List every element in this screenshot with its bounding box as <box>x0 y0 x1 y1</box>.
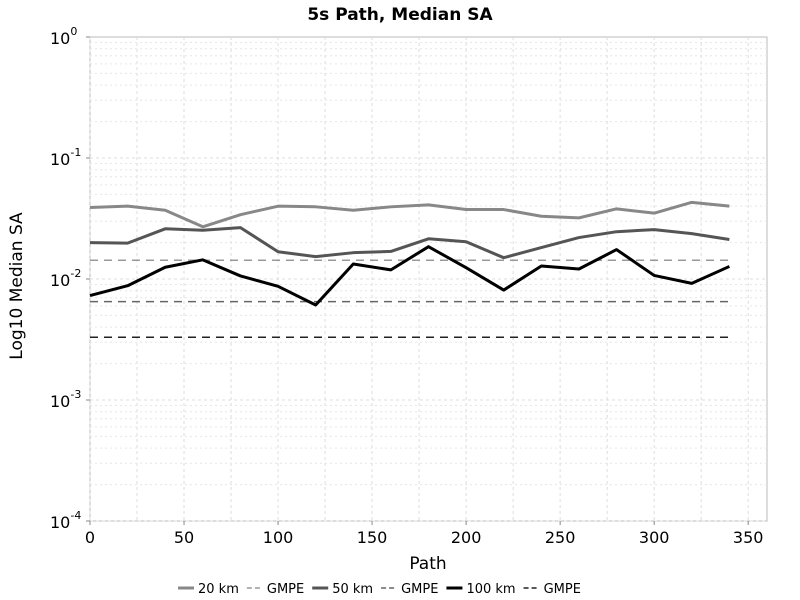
series-group <box>89 200 731 339</box>
y-tick-label: 10-1 <box>50 146 81 169</box>
x-tick-label: 50 <box>174 528 194 547</box>
x-tick-label: 250 <box>545 528 576 547</box>
y-axis-label: Log10 Median SA <box>7 212 27 360</box>
x-tick-label: 350 <box>733 528 764 547</box>
legend-label-1: GMPE <box>267 582 304 597</box>
x-tick-label: 0 <box>85 528 95 547</box>
legend: 20 km GMPE 50 km GMPE 100 km GMPE <box>178 582 581 597</box>
series-line-2 <box>89 226 730 260</box>
y-axis-ticks: 100 10-1 10-2 10-3 10-4 <box>50 25 90 532</box>
legend-label-3: GMPE <box>401 582 438 597</box>
grid <box>89 37 767 522</box>
legend-label-0: 20 km <box>198 582 239 597</box>
x-tick-label: 150 <box>357 528 388 547</box>
y-tick-label: 10-4 <box>50 509 81 532</box>
series-line-0 <box>89 200 730 229</box>
series-line-4 <box>89 245 731 307</box>
x-tick-label: 300 <box>639 528 670 547</box>
chart-title: 5s Path, Median SA <box>307 5 493 25</box>
y-tick-label: 10-3 <box>50 388 81 411</box>
y-tick-label: 10-2 <box>50 267 81 290</box>
y-tick-label: 100 <box>50 25 77 48</box>
x-axis-ticks: 0 50 100 150 200 250 300 350 <box>85 521 764 547</box>
x-tick-label: 100 <box>263 528 294 547</box>
x-axis-label: Path <box>409 554 446 574</box>
legend-label-5: GMPE <box>544 582 581 597</box>
legend-label-2: 50 km <box>332 582 373 597</box>
x-tick-label: 200 <box>451 528 482 547</box>
legend-label-4: 100 km <box>466 582 515 597</box>
